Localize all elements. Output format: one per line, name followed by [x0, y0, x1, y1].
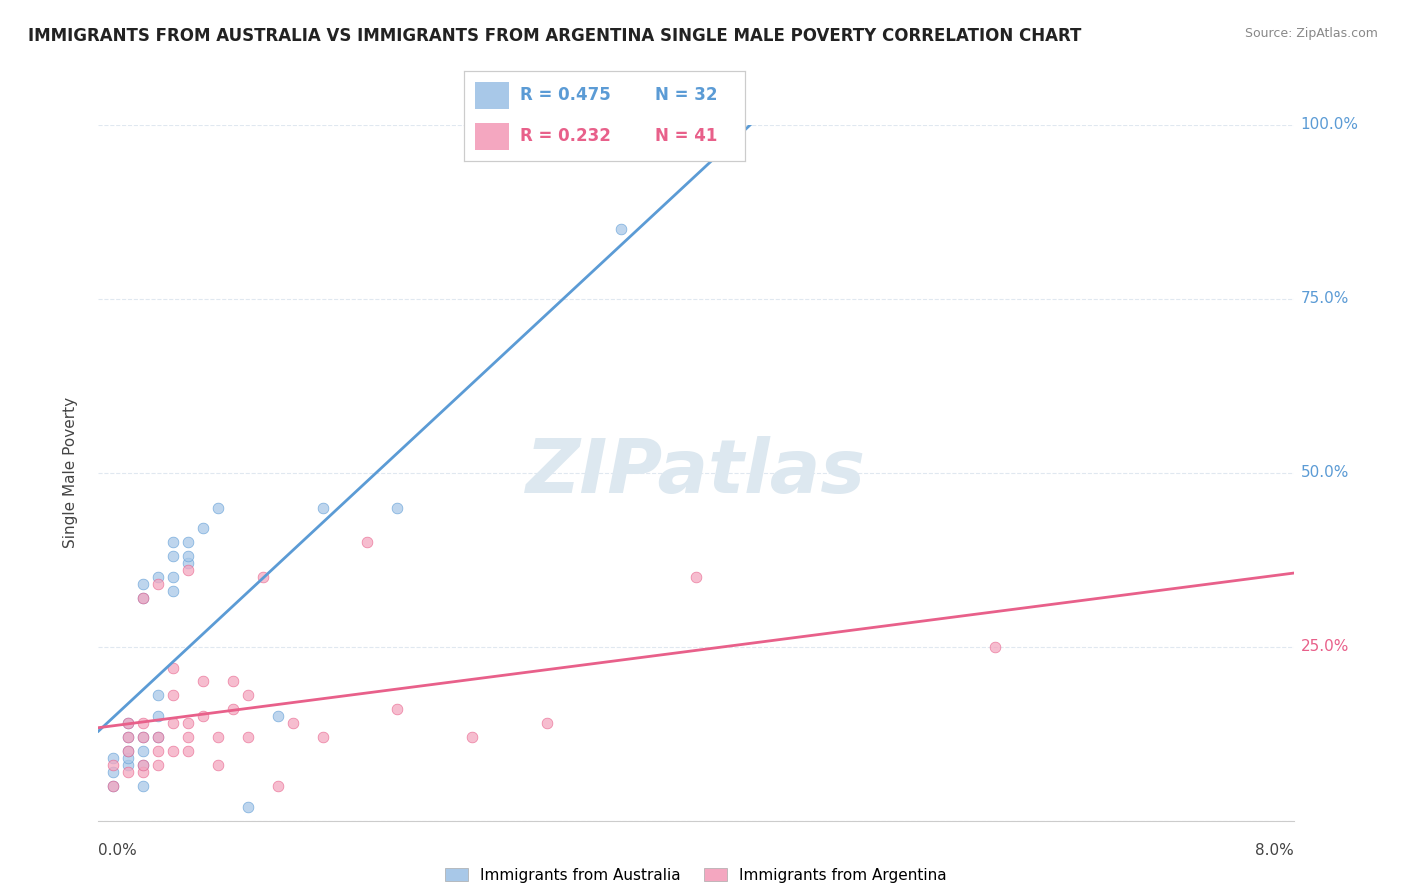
- Point: [222, 702, 245, 716]
- Point: [356, 535, 378, 549]
- Point: [162, 716, 184, 731]
- Point: [103, 758, 125, 772]
- Text: R = 0.475: R = 0.475: [520, 87, 612, 104]
- Point: [281, 716, 304, 731]
- Point: [148, 744, 170, 758]
- Point: [117, 716, 139, 731]
- Text: 50.0%: 50.0%: [1301, 466, 1348, 480]
- Point: [311, 500, 333, 515]
- Point: [191, 709, 214, 723]
- Point: [132, 744, 155, 758]
- Bar: [475, 82, 509, 109]
- Point: [207, 730, 229, 744]
- Text: 25.0%: 25.0%: [1301, 640, 1348, 654]
- Point: [132, 591, 155, 605]
- Point: [132, 591, 155, 605]
- Point: [117, 764, 139, 779]
- Point: [267, 709, 290, 723]
- Point: [236, 689, 259, 703]
- Point: [148, 730, 170, 744]
- Point: [162, 744, 184, 758]
- Point: [103, 779, 125, 793]
- Text: Source: ZipAtlas.com: Source: ZipAtlas.com: [1244, 27, 1378, 40]
- Point: [191, 521, 214, 535]
- Point: [117, 751, 139, 765]
- Point: [385, 500, 409, 515]
- Point: [103, 764, 125, 779]
- Point: [177, 549, 200, 564]
- Point: [252, 570, 274, 584]
- Point: [117, 758, 139, 772]
- Point: [610, 222, 633, 236]
- Text: R = 0.232: R = 0.232: [520, 128, 612, 145]
- Point: [132, 716, 155, 731]
- Point: [177, 716, 200, 731]
- Point: [162, 689, 184, 703]
- Text: N = 41: N = 41: [655, 128, 717, 145]
- Point: [236, 730, 259, 744]
- Point: [117, 744, 139, 758]
- Point: [222, 674, 245, 689]
- Point: [132, 577, 155, 591]
- Point: [177, 556, 200, 570]
- Point: [162, 660, 184, 674]
- Text: 100.0%: 100.0%: [1301, 118, 1358, 132]
- Point: [117, 744, 139, 758]
- Point: [117, 730, 139, 744]
- Point: [132, 730, 155, 744]
- Point: [162, 570, 184, 584]
- Text: IMMIGRANTS FROM AUSTRALIA VS IMMIGRANTS FROM ARGENTINA SINGLE MALE POVERTY CORRE: IMMIGRANTS FROM AUSTRALIA VS IMMIGRANTS …: [28, 27, 1081, 45]
- Y-axis label: Single Male Poverty: Single Male Poverty: [63, 397, 77, 549]
- Text: 75.0%: 75.0%: [1301, 292, 1348, 306]
- Point: [461, 730, 484, 744]
- Point: [162, 549, 184, 564]
- Point: [267, 779, 290, 793]
- Point: [103, 779, 125, 793]
- Point: [236, 799, 259, 814]
- Point: [177, 563, 200, 577]
- Point: [132, 758, 155, 772]
- Point: [207, 758, 229, 772]
- Point: [148, 758, 170, 772]
- Point: [191, 674, 214, 689]
- Bar: [475, 123, 509, 150]
- Point: [685, 570, 707, 584]
- Point: [148, 689, 170, 703]
- Point: [162, 535, 184, 549]
- Point: [148, 730, 170, 744]
- Point: [132, 764, 155, 779]
- Legend: Immigrants from Australia, Immigrants from Argentina: Immigrants from Australia, Immigrants fr…: [446, 868, 946, 882]
- Text: 0.0%: 0.0%: [98, 843, 138, 858]
- Point: [148, 570, 170, 584]
- Point: [207, 500, 229, 515]
- Point: [177, 730, 200, 744]
- Point: [148, 577, 170, 591]
- Point: [162, 584, 184, 599]
- Point: [148, 709, 170, 723]
- Point: [983, 640, 1005, 654]
- Point: [132, 779, 155, 793]
- Point: [177, 535, 200, 549]
- Text: 8.0%: 8.0%: [1254, 843, 1294, 858]
- Point: [536, 716, 558, 731]
- Point: [132, 758, 155, 772]
- Point: [117, 730, 139, 744]
- Point: [103, 751, 125, 765]
- Point: [117, 716, 139, 731]
- Point: [132, 730, 155, 744]
- Point: [311, 730, 333, 744]
- Text: N = 32: N = 32: [655, 87, 717, 104]
- Text: ZIPatlas: ZIPatlas: [526, 436, 866, 509]
- Point: [177, 744, 200, 758]
- Point: [385, 702, 409, 716]
